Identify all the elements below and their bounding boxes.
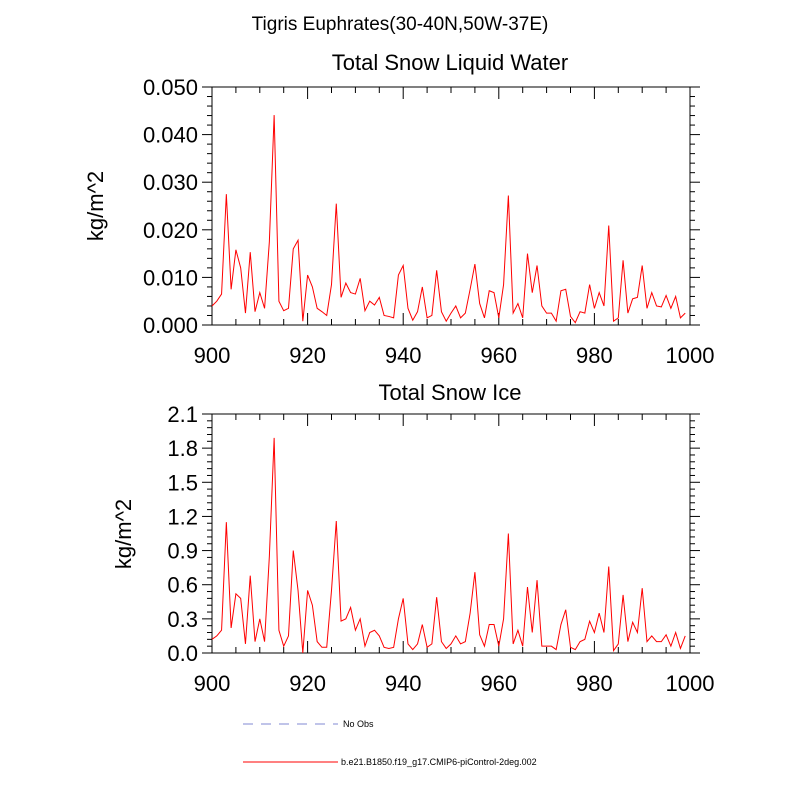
series-line [211,115,686,324]
plot-frame [211,413,691,654]
y-tick-label: 0.3 [167,607,198,632]
y-tick-label: 0.000 [143,313,198,338]
plot-frame [211,86,691,326]
y-tick-label: 0.9 [167,539,198,564]
legend-label-model: b.e21.B1850.f19_g17.CMIP6-piControl-2deg… [341,757,537,767]
series-line [211,437,686,654]
y-tick-label: 0.6 [167,573,198,598]
y-tick-label: 0.030 [143,170,198,195]
panel-title: Total Snow Ice [378,380,521,405]
x-tick-label: 920 [289,343,326,368]
x-tick-label: 900 [194,671,231,696]
plot-area: 0.000 0.010 0.020 0.030 0.040 0.050 900 920 940 9… [143,75,715,368]
y-tick-label: 0.0 [167,641,198,666]
y-tick-label: 0.020 [143,218,198,243]
y-tick-label: 0.040 [143,123,198,148]
y-axis-label: kg/m^2 [83,171,108,241]
panel-title: Total Snow Liquid Water [332,50,568,75]
x-tick-label: 940 [385,343,422,368]
x-tick-label: 980 [576,343,613,368]
y-tick-label: 0.050 [143,75,198,100]
x-tick-label: 1000 [666,343,715,368]
panel-snow-liquid-water: Total Snow Liquid Water kg/m^2 0.000 0.01… [83,50,714,368]
legend: No Obs b.e21.B1850.f19_g17.CMIP6-piContr… [243,719,537,767]
y-tick-label: 1.8 [167,436,198,461]
y-tick-label: 0.010 [143,265,198,290]
y-axis-label: kg/m^2 [111,499,136,569]
figure-title: Tigris Euphrates(30-40N,50W-37E) [252,14,549,35]
panel-snow-ice: Total Snow Ice kg/m^2 0.0 0.3 0.6 0.9 1.2 1.5… [111,380,714,696]
x-tick-label: 940 [385,671,422,696]
y-tick-label: 1.5 [167,470,198,495]
x-tick-label: 960 [480,671,517,696]
x-tick-label: 920 [289,671,326,696]
y-tick-label: 1.2 [167,504,198,529]
y-tick-label: 2.1 [167,402,198,427]
x-tick-label: 980 [576,671,613,696]
x-tick-label: 1000 [666,671,715,696]
legend-label-no-obs: No Obs [343,719,374,729]
plot-area: 0.0 0.3 0.6 0.9 1.2 1.5 1.8 2.1 900 920 940 960 980 1… [167,402,714,696]
x-tick-label: 960 [480,343,517,368]
x-tick-label: 900 [194,343,231,368]
